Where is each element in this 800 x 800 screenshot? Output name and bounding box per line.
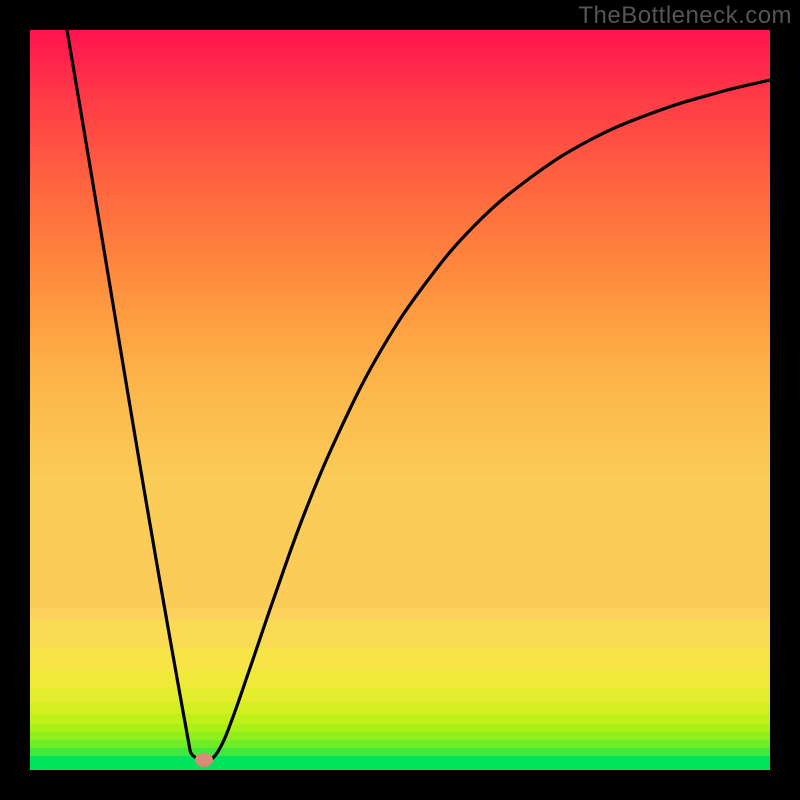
watermark-text: TheBottleneck.com [578,2,792,30]
bottleneck-chart [0,0,800,800]
optimal-point-marker [195,753,213,767]
chart-bottom-bands [30,608,770,770]
chart-container: TheBottleneck.com [0,0,800,800]
